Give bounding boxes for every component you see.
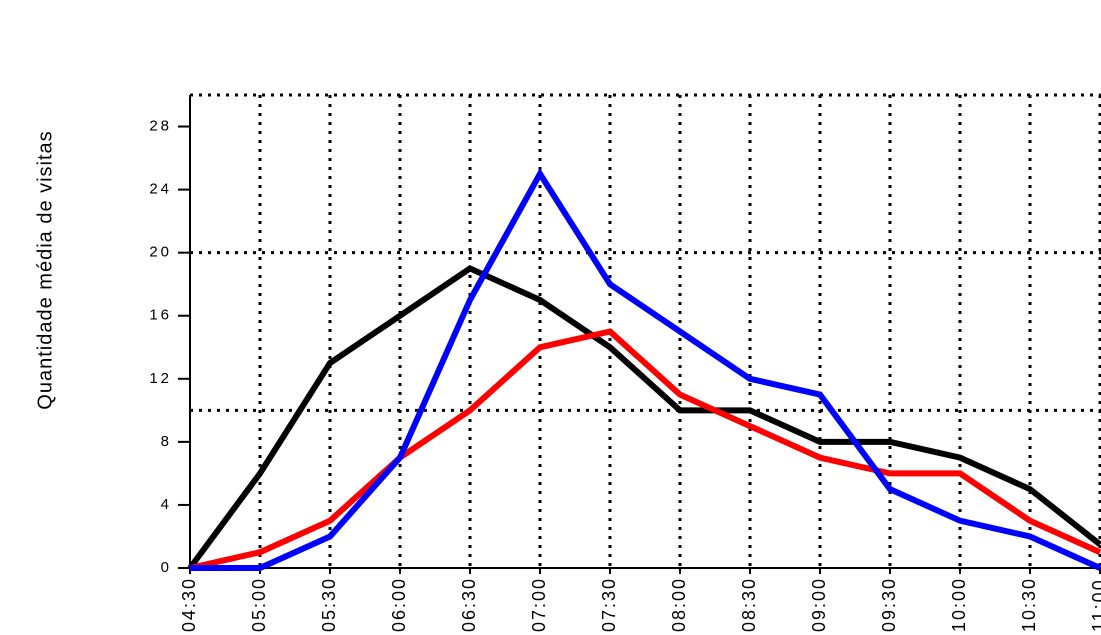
y-tick-label: 0 — [161, 559, 172, 576]
y-tick-label: 24 — [149, 181, 172, 198]
line — [190, 167, 1101, 571]
y-tick-label: 28 — [149, 118, 172, 135]
x-tick-label: 06:00 — [389, 577, 409, 632]
x-tick-label: 05:30 — [319, 577, 339, 632]
y-axis-label: Quantidade média de visitas — [34, 130, 56, 409]
y-tick-label: 20 — [149, 244, 172, 261]
x-tick-label: 10:30 — [1019, 577, 1039, 632]
x-tick-label: 07:30 — [599, 577, 619, 632]
x-tick-label: 09:00 — [809, 577, 829, 632]
x-tick-label: 11:00 — [1089, 578, 1101, 632]
line — [187, 265, 1101, 570]
y-tick-label: 12 — [149, 370, 172, 387]
x-tick-label: 04:30 — [179, 577, 199, 632]
x-tick-label: 08:00 — [669, 577, 689, 632]
y-tick-label: 4 — [161, 496, 172, 513]
line — [189, 328, 1101, 571]
x-tick-label: 08:30 — [739, 577, 759, 632]
x-tick-label: 07:00 — [529, 577, 549, 632]
y-tick-label: 8 — [161, 433, 172, 450]
x-tick-label: 10:00 — [949, 577, 969, 632]
y-tick-label: 16 — [149, 307, 172, 324]
x-tick-label: 05:00 — [249, 577, 269, 632]
x-tick-label: 09:30 — [879, 577, 899, 632]
x-tick-label: 06:30 — [459, 577, 479, 632]
